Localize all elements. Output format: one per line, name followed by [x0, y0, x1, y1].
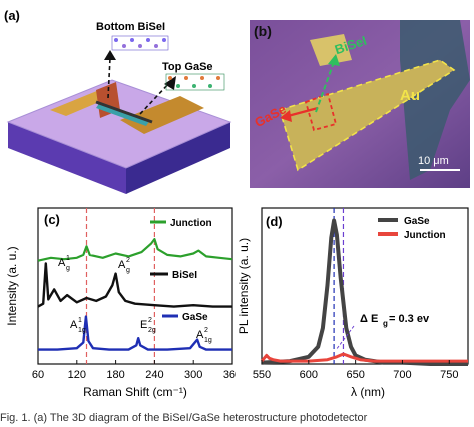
legend-gase: GaSe	[404, 216, 430, 227]
x-axis-label: λ (nm)	[351, 385, 385, 399]
series-gase-line	[38, 315, 232, 351]
x-tick-label: 360	[223, 369, 236, 381]
bisei-arrow-icon	[328, 54, 340, 66]
x-tick-label: 600	[300, 369, 318, 381]
svg-text:2: 2	[148, 317, 152, 324]
panel-c-raman-chart: 60 120 180 240 300 360 (c) Junction BiSeI GaS…	[5, 207, 236, 399]
x-tick-label: 120	[68, 369, 86, 381]
legend-bisei: BiSeI	[172, 270, 197, 281]
svg-text:A: A	[196, 329, 204, 341]
bisei-flake	[95, 100, 153, 124]
bisei-lattice-icon	[111, 35, 169, 51]
svg-text:A: A	[58, 257, 66, 269]
substrate-right-face	[126, 122, 230, 194]
legend-gase: GaSe	[182, 312, 208, 323]
svg-text:A: A	[118, 259, 126, 271]
y-axis-label: Intensity (a. u.)	[5, 246, 19, 325]
plot-frame	[37, 207, 233, 365]
bottom-bisei-label: Bottom BiSeI	[96, 21, 165, 33]
x-tick-label: 700	[393, 369, 411, 381]
y-axis-label: PL intensity (a. u.)	[237, 238, 251, 334]
panel-a-diagram: (a) Bottom BiSeI Top GaSe	[4, 8, 232, 194]
x-tick-label: 60	[32, 369, 44, 381]
top-electrode	[310, 34, 352, 66]
series-gase-line	[261, 218, 468, 366]
panel-b-optical-image: (b) GaSe BiSeI Au 10 μm	[250, 20, 470, 188]
svg-text:2g: 2g	[148, 327, 156, 334]
peak-ag2: A 2 g	[118, 257, 130, 274]
x-tick-label: 750	[440, 369, 458, 381]
figure-caption: Fig. 1. (a) The 3D diagram of the BiSeI/…	[0, 412, 368, 424]
series-bisei-line	[37, 262, 232, 308]
svg-text:1g: 1g	[78, 327, 86, 334]
svg-text:1g: 1g	[204, 337, 212, 344]
panel-a-label: (a)	[4, 8, 20, 23]
gase-arrow-icon	[280, 110, 292, 122]
svg-text:g: g	[126, 267, 130, 274]
arrow-up-icon	[104, 50, 116, 60]
svg-text:E: E	[140, 319, 147, 331]
svg-text:Δ E: Δ E	[360, 313, 378, 325]
svg-text:= 0.3 ev: = 0.3 ev	[389, 313, 430, 325]
scale-bar-label: 10 μm	[418, 155, 449, 167]
delta-eg-annotation: Δ E g = 0.3 ev	[360, 313, 430, 328]
svg-text:2: 2	[126, 257, 130, 264]
x-tick-label: 650	[346, 369, 364, 381]
substrate-top	[8, 80, 230, 168]
flake-dark	[400, 20, 470, 180]
x-tick-label: 240	[145, 369, 163, 381]
electrode-right	[120, 96, 204, 134]
svg-text:2: 2	[204, 327, 208, 334]
panel-b-label: (b)	[254, 23, 272, 39]
svg-text:g: g	[383, 319, 388, 328]
substrate-left-face	[8, 122, 126, 194]
au-label: Au	[400, 87, 420, 104]
peak-e2g: E 2 2g	[140, 317, 156, 334]
plot-frame	[261, 207, 469, 365]
peak-ag1: A 1 g	[58, 255, 70, 272]
x-axis-label: Raman Shift (cm⁻¹)	[83, 385, 187, 399]
svg-text:g: g	[66, 265, 70, 272]
series-junction-line	[260, 352, 468, 363]
series-junction-line	[37, 237, 233, 262]
peak-a1g1: A 1 1g	[70, 317, 86, 334]
arrow-right-icon	[164, 76, 176, 90]
legend-junction: Junction	[404, 230, 446, 241]
svg-text:1: 1	[66, 255, 70, 262]
panel-d-label: (d)	[266, 214, 283, 229]
x-tick-label: 180	[106, 369, 124, 381]
panel-c-label: (c)	[44, 212, 60, 227]
gase-lattice-icon	[165, 73, 225, 91]
svg-text:A: A	[70, 319, 78, 331]
top-gase-label: Top GaSe	[162, 61, 213, 73]
au-electrode	[280, 60, 454, 170]
x-tick-label: 550	[253, 369, 271, 381]
svg-text:1: 1	[78, 317, 82, 324]
legend-junction: Junction	[170, 218, 212, 229]
peak-a1g2: A 2 1g	[196, 327, 212, 344]
x-tick-label: 300	[184, 369, 202, 381]
panel-d-pl-chart: 550 600 650 700 750 (d) GaSe Junction Δ E g …	[237, 207, 469, 399]
